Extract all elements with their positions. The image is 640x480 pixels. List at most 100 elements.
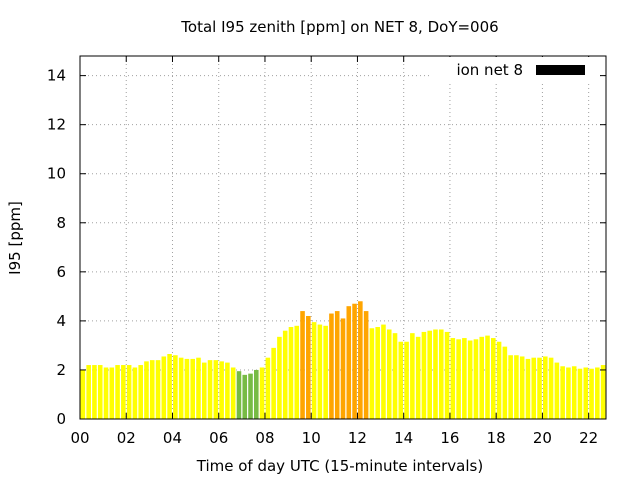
bar: [161, 356, 167, 419]
bar: [415, 336, 421, 419]
bar: [404, 341, 409, 419]
y-tick-label: 0: [56, 410, 66, 428]
bar: [80, 369, 86, 419]
y-tick-label: 8: [56, 214, 66, 232]
chart-title: Total I95 zenith [ppm] on NET 8, DoY=006: [180, 18, 498, 36]
bar: [138, 365, 143, 419]
legend-swatch: [536, 65, 585, 75]
y-tick-label: 2: [56, 361, 66, 379]
bar: [514, 355, 519, 419]
legend: ion net 8: [430, 57, 598, 81]
x-tick-label: 10: [302, 429, 321, 447]
x-tick-label: 14: [394, 429, 413, 447]
bar: [560, 366, 565, 419]
bar: [398, 341, 404, 419]
bar: [294, 325, 300, 419]
bar: [352, 303, 357, 419]
bar: [548, 357, 554, 419]
x-tick-label: 18: [487, 429, 506, 447]
bar: [317, 324, 323, 419]
bar: [334, 311, 340, 419]
legend-label: ion net 8: [456, 61, 523, 79]
bar: [392, 333, 398, 419]
bar: [537, 357, 542, 419]
y-tick-label: 6: [56, 263, 66, 281]
bar: [467, 340, 473, 419]
bar: [109, 367, 115, 419]
bar: [126, 365, 132, 419]
bar: [323, 325, 328, 419]
bar: [358, 301, 363, 419]
bar: [438, 329, 444, 419]
bar: [86, 365, 91, 419]
bar: [433, 329, 438, 419]
y-tick-label: 14: [47, 67, 66, 85]
bar: [479, 336, 485, 419]
bar: [491, 338, 496, 419]
bar: [473, 339, 479, 419]
bar: [115, 365, 120, 419]
bar: [543, 356, 548, 419]
bar: [410, 333, 415, 419]
bar: [288, 327, 294, 419]
bar: [201, 362, 207, 419]
bar: [462, 338, 467, 419]
bar: [566, 367, 571, 419]
x-tick-label: 00: [70, 429, 89, 447]
bar: [155, 360, 161, 419]
bar: [363, 311, 369, 419]
x-tick-label: 08: [255, 429, 274, 447]
bar: [265, 357, 271, 419]
bar: [300, 311, 305, 419]
bar: [346, 306, 352, 419]
bar: [381, 324, 386, 419]
y-tick-label: 12: [47, 116, 66, 134]
y-tick-label: 10: [47, 165, 66, 183]
y-axis-label: I95 [ppm]: [6, 201, 24, 275]
bar: [427, 330, 432, 419]
plot-frame: [79, 55, 607, 420]
bar: [456, 339, 461, 419]
bar: [369, 328, 375, 419]
bar: [144, 361, 149, 419]
x-tick-label: 16: [440, 429, 459, 447]
bar: [236, 371, 242, 419]
bar: [242, 374, 248, 419]
bar: [485, 335, 490, 419]
bar: [132, 367, 138, 419]
bar: [496, 341, 502, 419]
bar: [92, 365, 97, 419]
bar: [554, 362, 560, 419]
bar: [444, 331, 450, 419]
bar: [508, 355, 513, 419]
bar: [525, 358, 531, 419]
bar: [577, 368, 583, 419]
bar: [248, 373, 253, 420]
y-tick-labels: 0 2 4 6 8 10 12 14: [47, 67, 66, 428]
bar: [311, 322, 317, 419]
x-tick-label: 12: [348, 429, 367, 447]
bar: [421, 331, 427, 419]
bar: [190, 358, 195, 419]
bar: [531, 357, 537, 419]
bar: [375, 327, 380, 419]
bar: [600, 365, 606, 419]
bar: [254, 369, 259, 419]
x-tick-label: 22: [579, 429, 598, 447]
bar: [306, 315, 311, 419]
bar: [196, 357, 201, 419]
bar: [595, 367, 600, 419]
y-tick-label: 4: [56, 312, 66, 330]
x-axis-label: Time of day UTC (15-minute intervals): [196, 457, 483, 475]
bar: [386, 329, 392, 419]
bar: [329, 313, 334, 419]
bar: [340, 318, 346, 419]
bar: [271, 347, 276, 419]
x-tick-label: 04: [163, 429, 182, 447]
x-tick-label: 20: [533, 429, 552, 447]
bar: [502, 346, 508, 419]
bar: [282, 330, 288, 419]
bar: [97, 365, 103, 419]
bar: [178, 357, 184, 419]
